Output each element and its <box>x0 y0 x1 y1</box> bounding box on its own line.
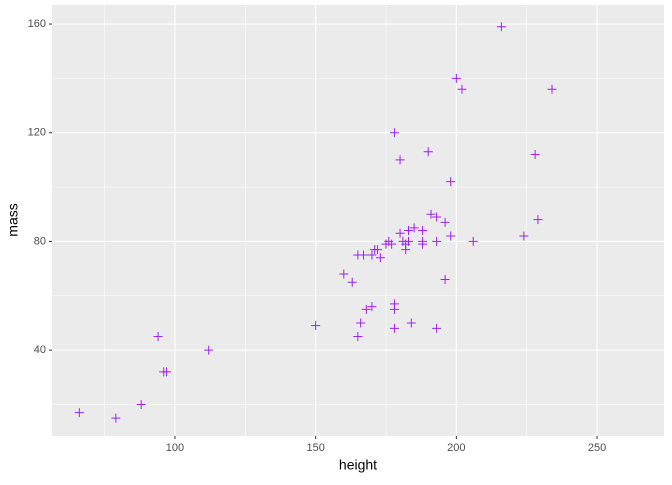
point <box>547 84 557 94</box>
point <box>418 239 428 249</box>
point <box>440 217 450 227</box>
y-tick-label: 120 <box>28 127 46 139</box>
point <box>409 223 419 233</box>
point <box>404 236 414 246</box>
point <box>347 277 357 287</box>
point <box>432 236 442 246</box>
point <box>153 332 163 342</box>
point <box>389 304 399 314</box>
point <box>395 228 405 238</box>
point <box>162 367 172 377</box>
point <box>111 413 121 423</box>
point <box>404 226 414 236</box>
point <box>136 399 146 409</box>
point <box>361 304 371 314</box>
point <box>74 408 84 418</box>
x-axis-title: height <box>339 457 377 473</box>
point <box>311 321 321 331</box>
panel <box>52 5 664 436</box>
point <box>406 318 416 328</box>
point <box>530 149 540 159</box>
point <box>389 323 399 333</box>
point <box>367 302 377 312</box>
point <box>423 147 433 157</box>
point <box>339 269 349 279</box>
x-tick-label: 150 <box>306 442 324 454</box>
point <box>446 231 456 241</box>
point <box>468 236 478 246</box>
point <box>432 323 442 333</box>
y-tick-label: 80 <box>34 235 46 247</box>
point <box>389 128 399 138</box>
point <box>446 177 456 187</box>
point <box>496 22 506 32</box>
point <box>353 332 363 342</box>
point <box>426 209 436 219</box>
point <box>204 345 214 355</box>
point <box>356 318 366 328</box>
point <box>395 155 405 165</box>
point <box>387 239 397 249</box>
y-tick-label: 40 <box>34 344 46 356</box>
point <box>373 245 383 255</box>
point <box>358 250 368 260</box>
x-tick-label: 200 <box>447 442 465 454</box>
point <box>375 253 385 263</box>
point <box>432 212 442 222</box>
y-axis-title: mass <box>5 203 21 236</box>
point <box>367 250 377 260</box>
y-tick-label: 160 <box>28 18 46 30</box>
point <box>457 84 467 94</box>
point <box>451 73 461 83</box>
point <box>418 226 428 236</box>
x-tick-label: 100 <box>166 442 184 454</box>
point <box>440 274 450 284</box>
x-tick-label: 250 <box>588 442 606 454</box>
point <box>519 231 529 241</box>
point <box>533 215 543 225</box>
